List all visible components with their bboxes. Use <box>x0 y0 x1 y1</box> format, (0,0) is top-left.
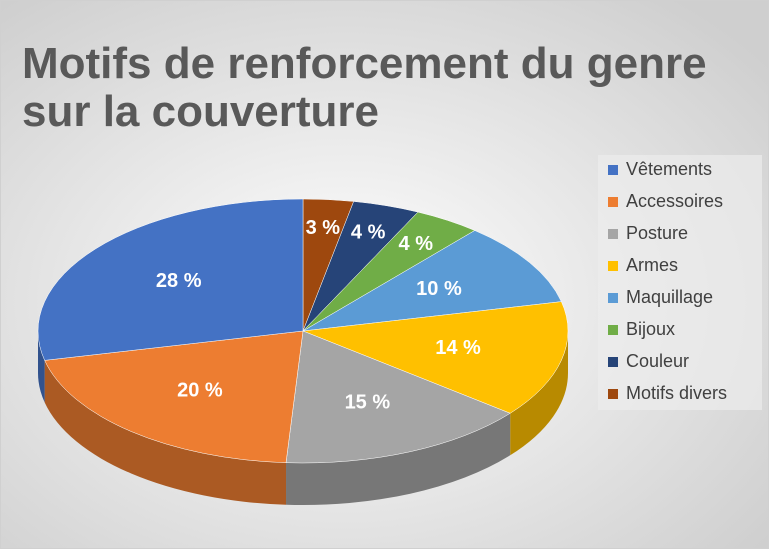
slice-side <box>510 331 568 456</box>
legend-label: Bijoux <box>626 319 675 339</box>
legend-label: Couleur <box>626 351 689 371</box>
slice <box>302 301 569 414</box>
legend-swatch <box>608 293 618 303</box>
legend-label: Accessoires <box>626 191 723 211</box>
legend-box <box>598 155 762 410</box>
slice <box>37 198 304 361</box>
legend-label: Vêtements <box>626 159 712 179</box>
legend-swatch <box>608 229 618 239</box>
data-label: 28 % <box>156 270 202 292</box>
slice <box>302 230 562 332</box>
legend-label: Motifs divers <box>626 383 727 403</box>
legend-swatch <box>608 389 618 399</box>
legend-swatch <box>608 165 618 175</box>
data-label: 4 % <box>351 222 386 244</box>
slice <box>285 330 511 464</box>
data-label: 4 % <box>399 233 434 255</box>
data-label: 10 % <box>416 278 462 300</box>
legend-label: Armes <box>626 255 678 275</box>
legend-label: Posture <box>626 223 688 243</box>
legend-swatch <box>608 357 618 367</box>
legend-label: Maquillage <box>626 287 713 307</box>
legend-swatch <box>608 261 618 271</box>
data-label: 15 % <box>345 392 391 414</box>
slice-side <box>286 413 511 506</box>
data-label: 3 % <box>306 217 341 239</box>
chart-title: Motifs de renforcement du genre sur la c… <box>22 39 707 136</box>
slice <box>44 330 304 463</box>
data-label: 20 % <box>177 380 223 402</box>
legend-swatch <box>608 197 618 207</box>
legend-swatch <box>608 325 618 335</box>
slice-side <box>44 360 287 505</box>
slice-side <box>38 331 45 403</box>
data-label: 14 % <box>435 337 481 359</box>
